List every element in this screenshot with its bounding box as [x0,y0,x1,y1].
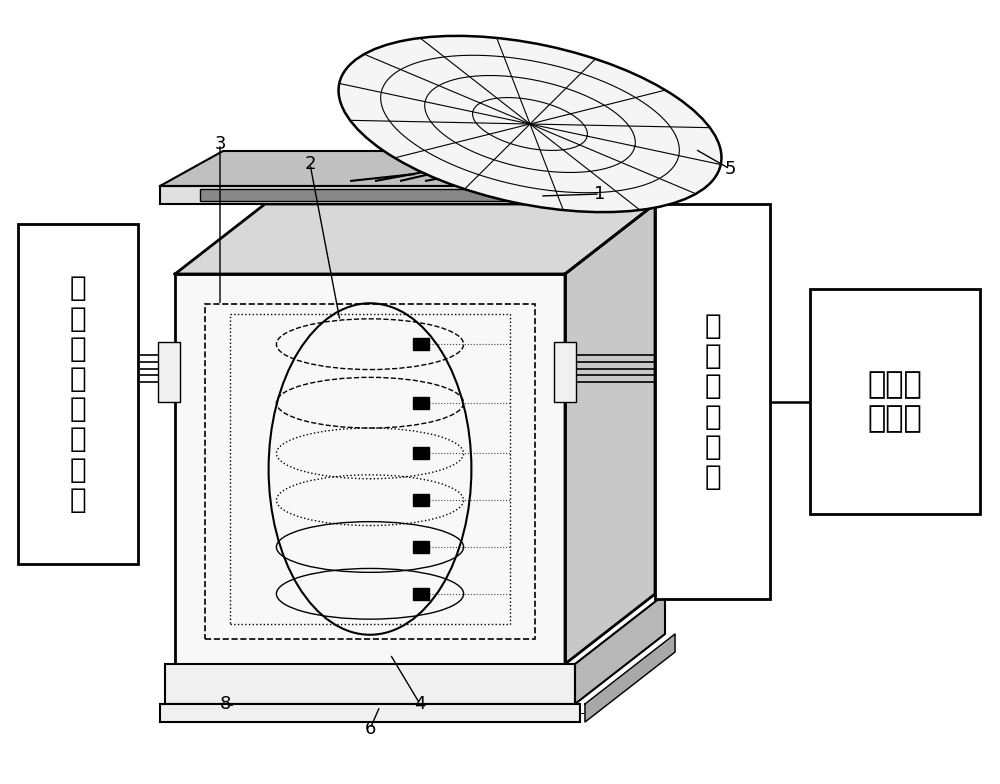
Bar [810,289,980,514]
Polygon shape [160,151,643,186]
Text: 1: 1 [594,185,606,203]
Bar [18,224,138,564]
Bar [205,304,535,639]
Text: 温度显
示电路: 温度显 示电路 [868,370,922,433]
Bar [165,664,575,704]
Bar [230,314,510,624]
Bar [413,588,429,600]
Bar [160,704,580,722]
Text: 4: 4 [414,695,426,713]
Bar [413,541,429,553]
Polygon shape [585,634,675,722]
Bar [413,397,429,408]
Text: 温
度
采
集
电
路: 温 度 采 集 电 路 [704,312,721,491]
Bar [158,342,180,401]
Bar [160,186,580,204]
Ellipse shape [339,36,721,212]
Bar [175,274,565,664]
Text: 3: 3 [214,135,226,153]
Polygon shape [565,204,655,664]
Text: 电
压
电
流
采
集
电
路: 电 压 电 流 采 集 电 路 [70,274,86,514]
Bar [413,338,429,350]
Text: 5: 5 [724,160,736,178]
Bar [200,189,540,201]
Text: 2: 2 [304,155,316,173]
Text: 8: 8 [219,695,231,713]
Text: 6: 6 [364,720,376,738]
Bar [413,448,429,459]
Polygon shape [580,151,643,204]
Polygon shape [575,594,665,704]
Bar [413,494,429,506]
Polygon shape [175,204,655,274]
Bar [554,342,576,401]
Bar [655,204,770,599]
